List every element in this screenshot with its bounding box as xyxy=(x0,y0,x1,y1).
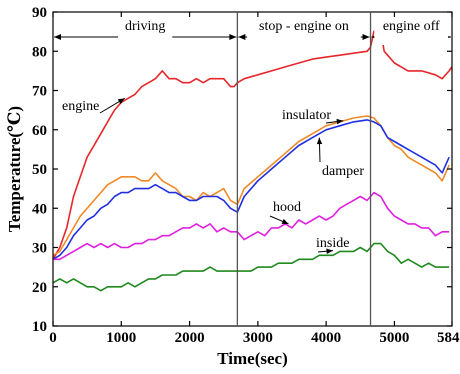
annotation-hood: hood xyxy=(269,200,301,225)
x-tick-label: 2000 xyxy=(175,330,205,346)
annotation-label: hood xyxy=(273,200,301,215)
series-line-inside xyxy=(52,242,450,292)
x-tick-label: 1000 xyxy=(106,330,136,346)
arrow-head-icon xyxy=(326,248,333,254)
phase-label-bg xyxy=(374,25,449,45)
phase-arrows: driving stop - engine on engine off xyxy=(54,19,451,45)
phase-label: driving xyxy=(125,19,165,34)
arrow-head-left-icon xyxy=(238,34,246,40)
phase-0: driving xyxy=(54,19,237,45)
phase-label-bg xyxy=(247,25,361,45)
x-tick-label: 5843 xyxy=(437,330,460,346)
phase-label: stop - engine on xyxy=(259,19,349,34)
arrow-head-left-icon xyxy=(54,34,61,40)
y-tick-label: 70 xyxy=(32,84,47,100)
phase-boundaries xyxy=(236,12,372,326)
annotation-label: insulator xyxy=(282,108,331,123)
arrow-head-right-icon xyxy=(362,34,370,40)
series-annotations: engine insulator damper hood inside xyxy=(62,97,364,254)
y-tick-label: 60 xyxy=(32,123,47,139)
y-tick-label: 10 xyxy=(32,319,47,335)
annotation-label: damper xyxy=(322,164,364,179)
phase-label: engine off xyxy=(383,19,440,34)
series-line-hood xyxy=(53,191,450,261)
x-tick-label: 3000 xyxy=(243,330,273,346)
x-axis-title: Time(sec) xyxy=(217,349,288,368)
arrow-head-icon xyxy=(117,98,125,104)
arrow-head-right-icon xyxy=(229,34,237,40)
x-tick-label: 5000 xyxy=(379,330,409,346)
plot-frame xyxy=(52,11,453,327)
y-tick-label: 20 xyxy=(32,280,47,296)
y-tick-label: 40 xyxy=(32,201,47,217)
phase-label-bg xyxy=(118,25,173,45)
axis-ticks: 0 1000 2000 3000 4000 5000 5843 10 20 30 40 50 60 70 8… xyxy=(32,5,460,346)
x-tick-label: 4000 xyxy=(311,330,341,346)
annotation-label: engine xyxy=(62,99,99,114)
y-tick-label: 30 xyxy=(32,241,47,257)
annotation-inside: inside xyxy=(316,236,349,254)
y-axis-title: Temperature(℃) xyxy=(5,106,24,232)
series-layer xyxy=(52,26,453,292)
y-tick-label: 50 xyxy=(32,162,47,178)
y-tick-label: 80 xyxy=(32,44,47,60)
phase-1: stop - engine on xyxy=(238,19,370,45)
annotation-insulator: insulator xyxy=(282,108,344,125)
annotation-damper: damper xyxy=(316,137,364,179)
arrow-head-icon xyxy=(316,137,323,145)
annotation-label: inside xyxy=(316,236,349,251)
arrow-head-icon xyxy=(281,218,289,224)
phase-2: engine off xyxy=(371,19,451,45)
arrow-head-icon xyxy=(336,118,344,125)
x-tick-label: 0 xyxy=(49,330,57,346)
y-tick-label: 90 xyxy=(32,5,47,21)
series-line-damper xyxy=(52,119,450,260)
annotation-engine: engine xyxy=(62,97,125,114)
series-line-insulator xyxy=(52,115,450,256)
